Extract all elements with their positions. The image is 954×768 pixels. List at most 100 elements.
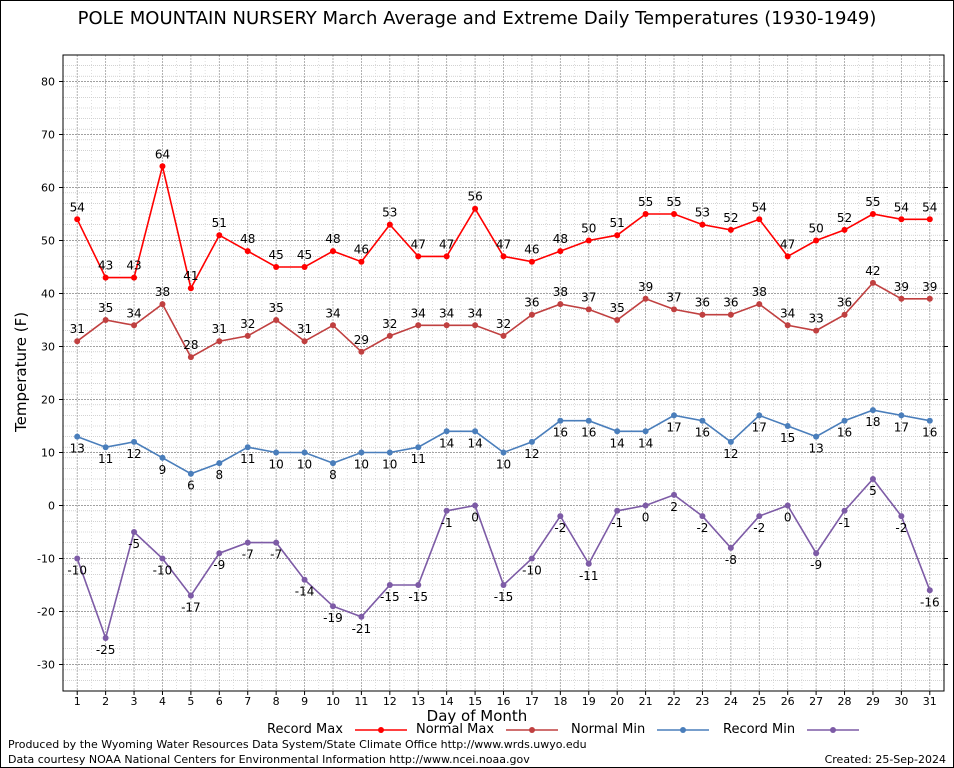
- data-label-normal-max: 32: [240, 317, 255, 331]
- x-tick-label: 11: [354, 695, 368, 708]
- legend-record-min: Record Min: [723, 722, 861, 737]
- data-label-record-max: 43: [98, 259, 113, 273]
- data-point-normal-min: [528, 438, 535, 445]
- data-point-record-max: [301, 264, 308, 270]
- x-axis-label-wrap: Day of Month: [0, 707, 954, 725]
- data-label-record-max: 48: [553, 232, 568, 246]
- data-point-record-max: [443, 253, 450, 260]
- footer-created: Created: 25-Sep-2024: [824, 753, 946, 766]
- data-point-record-max: [642, 211, 649, 217]
- x-tick-label: 25: [752, 695, 766, 708]
- x-tick-label: 29: [866, 695, 880, 708]
- data-label-normal-min: 16: [922, 426, 937, 440]
- data-label-normal-max: 36: [695, 296, 710, 310]
- data-label-normal-min: 15: [780, 431, 795, 445]
- data-point-normal-max: [329, 322, 336, 329]
- data-point-record-min: [898, 513, 905, 520]
- data-label-normal-max: 35: [610, 301, 625, 315]
- data-label-record-min: 0: [784, 511, 792, 525]
- data-point-normal-max: [756, 301, 763, 308]
- data-point-normal-max: [358, 348, 365, 355]
- y-tick-label: 40: [41, 288, 55, 301]
- x-tick-label: 28: [838, 695, 852, 708]
- data-label-normal-min: 16: [837, 426, 852, 440]
- data-label-record-min: 0: [642, 511, 650, 525]
- data-point-record-max: [813, 237, 820, 244]
- data-point-record-max: [472, 205, 479, 212]
- x-tick-label: 13: [411, 695, 425, 708]
- data-label-record-max: 53: [695, 206, 710, 220]
- x-tick-label: 26: [781, 695, 795, 708]
- data-label-record-max: 51: [610, 216, 625, 230]
- x-tick-label: 5: [187, 695, 194, 708]
- data-point-record-max: [329, 248, 336, 255]
- data-label-record-min: -2: [696, 521, 708, 535]
- data-label-record-max: 64: [155, 147, 170, 161]
- x-tick-label: 7: [244, 695, 251, 708]
- y-tick-label: 20: [41, 394, 55, 407]
- data-point-record-max: [926, 216, 933, 223]
- y-tick-label: 80: [41, 76, 55, 89]
- data-point-record-min: [358, 613, 365, 620]
- data-point-record-max: [841, 226, 848, 233]
- data-label-normal-max: 39: [922, 280, 937, 294]
- data-point-record-min: [727, 544, 734, 551]
- data-point-normal-min: [159, 454, 166, 461]
- data-point-record-min: [642, 502, 649, 509]
- data-label-record-max: 47: [411, 237, 426, 251]
- data-point-normal-min: [869, 407, 876, 414]
- x-tick-label: 22: [667, 695, 681, 708]
- x-tick-label: 27: [809, 695, 823, 708]
- data-point-normal-max: [699, 311, 706, 318]
- data-point-record-max: [727, 226, 734, 233]
- data-label-normal-max: 34: [411, 306, 426, 320]
- data-point-record-max: [216, 232, 223, 239]
- legend-swatch-normal-min: [657, 726, 710, 733]
- chart-title: POLE MOUNTAIN NURSERY March Average and …: [77, 8, 877, 29]
- footer-produced-by: Produced by the Wyoming Water Resources …: [8, 738, 587, 751]
- data-point-normal-min: [472, 428, 479, 435]
- data-point-record-min: [102, 635, 109, 641]
- data-label-normal-min: 14: [638, 436, 653, 450]
- data-label-record-max: 46: [524, 243, 539, 257]
- x-tick-label: 24: [724, 695, 738, 708]
- data-point-normal-min: [813, 433, 820, 440]
- data-label-record-max: 47: [496, 237, 511, 251]
- x-tick-label: 15: [468, 695, 482, 708]
- data-label-normal-max: 31: [70, 322, 85, 336]
- data-point-normal-max: [898, 295, 905, 302]
- legend-swatch-record-max: [354, 726, 407, 733]
- data-label-record-max: 52: [837, 211, 852, 225]
- legend-label-record-min: Record Min: [723, 722, 796, 737]
- data-label-record-min: -7: [242, 548, 254, 562]
- data-label-record-min: -9: [810, 558, 822, 572]
- data-label-record-max: 47: [439, 237, 454, 251]
- data-point-record-min: [386, 582, 393, 588]
- data-label-record-min: -8: [725, 553, 737, 567]
- data-point-record-max: [187, 285, 194, 292]
- data-point-normal-min: [727, 438, 734, 445]
- data-point-normal-max: [557, 301, 564, 308]
- data-label-normal-min: 16: [553, 426, 568, 440]
- data-label-normal-min: 8: [329, 468, 337, 482]
- data-point-normal-min: [557, 417, 564, 424]
- data-point-normal-max: [841, 311, 848, 318]
- data-point-normal-max: [813, 327, 820, 334]
- legend-label-normal-max: Normal Max: [416, 722, 495, 737]
- data-label-normal-max: 36: [524, 296, 539, 310]
- data-point-record-min: [187, 592, 194, 599]
- data-point-normal-max: [585, 306, 592, 313]
- x-tick-label: 18: [553, 695, 567, 708]
- data-point-record-min: [216, 550, 223, 557]
- data-label-normal-min: 11: [240, 452, 255, 466]
- data-label-record-max: 50: [581, 222, 596, 236]
- data-point-record-max: [273, 264, 280, 270]
- data-point-normal-max: [443, 322, 450, 329]
- data-label-record-min: -15: [408, 590, 428, 604]
- legend-swatch-normal-max: [506, 726, 559, 733]
- data-label-normal-min: 10: [354, 458, 369, 472]
- data-point-normal-min: [244, 444, 251, 451]
- data-point-normal-min: [74, 433, 81, 440]
- data-point-normal-min: [671, 412, 678, 419]
- data-label-normal-min: 9: [159, 463, 167, 477]
